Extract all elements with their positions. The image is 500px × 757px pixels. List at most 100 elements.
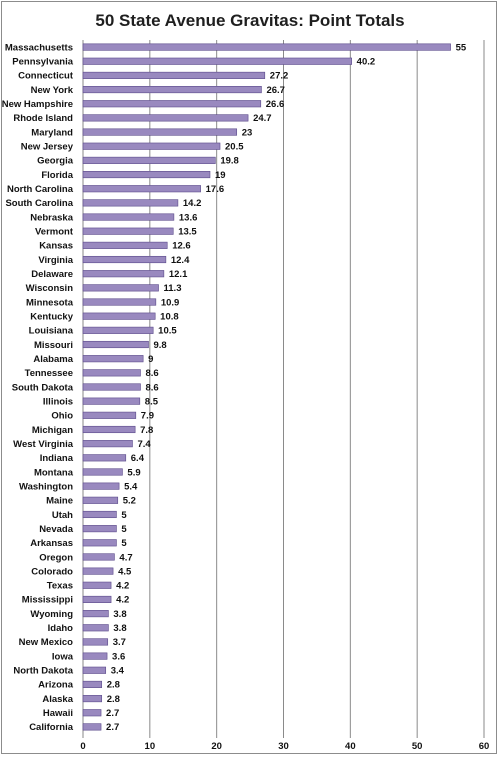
bar-pennsylvania: [82, 57, 352, 65]
value-label: 5: [121, 538, 127, 549]
bar-new-jersey: [82, 142, 221, 150]
bar-montana: [82, 468, 123, 476]
category-label: Hawaii: [43, 708, 73, 719]
value-label: 2.8: [107, 680, 120, 691]
category-labels: Massachusetts Pennsylvania Connecticut New …: [2, 42, 74, 733]
bar-maryland: [82, 128, 238, 136]
bar-nebraska: [82, 213, 175, 221]
category-label: New Hampshire: [2, 99, 73, 110]
value-label: 8.6: [145, 368, 158, 379]
bar-hawaii: [82, 709, 102, 717]
category-label: New Jersey: [21, 142, 74, 153]
bar-maine: [82, 496, 119, 504]
category-label: Pennsylvania: [12, 57, 73, 68]
value-label: 10.9: [161, 297, 180, 308]
bar-idaho: [82, 624, 109, 632]
value-label: 9: [148, 354, 153, 365]
category-label: New Mexico: [19, 637, 74, 648]
category-label: Wyoming: [30, 609, 73, 620]
category-label: Alaska: [42, 694, 73, 705]
value-label: 23: [242, 127, 253, 138]
bar-georgia: [82, 156, 216, 164]
value-label: 13.6: [179, 212, 198, 223]
value-label: 4.2: [116, 581, 129, 592]
category-label: South Dakota: [12, 382, 74, 393]
category-label: Utah: [52, 510, 73, 521]
bar-iowa: [82, 652, 108, 660]
bar-ohio: [82, 411, 137, 419]
bar-kansas: [82, 241, 168, 249]
category-label: Texas: [47, 581, 73, 592]
category-label: Tennessee: [25, 368, 73, 379]
bar-alabama: [82, 355, 144, 363]
category-label: Arkansas: [30, 538, 73, 549]
bar-virginia: [82, 255, 167, 264]
value-label: 3.8: [113, 609, 126, 620]
value-label: 4.7: [119, 552, 132, 563]
value-label: 14.2: [183, 198, 202, 209]
category-label: Vermont: [35, 227, 74, 238]
category-label: Mississippi: [22, 595, 73, 606]
bar-massachusetts: [82, 43, 451, 51]
category-label: Virginia: [38, 255, 73, 266]
bar-vermont: [82, 227, 174, 235]
category-label: Montana: [34, 467, 74, 478]
value-label: 4.2: [116, 595, 129, 606]
category-label: Maryland: [31, 127, 73, 138]
bar-indiana: [82, 454, 127, 462]
bar-missouri: [82, 340, 149, 349]
bar-oregon: [82, 553, 115, 561]
tick-label: 50: [412, 741, 423, 752]
bar-louisiana: [82, 326, 154, 334]
bar-west-virginia: [82, 440, 133, 448]
category-label: Delaware: [31, 269, 73, 280]
value-label: 8.6: [145, 382, 158, 393]
value-labels: 5540.227.226.726.624.72320.519.81917.614…: [106, 42, 467, 733]
x-axis-ticks: 0 10 20 30 40 50 60: [80, 734, 489, 752]
category-label: Kentucky: [30, 311, 73, 322]
tick-label: 30: [278, 741, 289, 752]
category-label: West Virginia: [13, 439, 74, 450]
value-label: 3.4: [111, 666, 125, 677]
bar-alaska: [82, 695, 103, 703]
category-label: Florida: [41, 170, 73, 181]
value-label: 11.3: [164, 283, 182, 294]
bar-illinois: [82, 397, 141, 405]
value-label: 7.8: [140, 425, 153, 436]
value-label: 12.1: [169, 269, 188, 280]
category-label: Alabama: [33, 354, 73, 365]
bar-nevada: [82, 525, 117, 533]
category-label: Ohio: [51, 411, 73, 422]
category-label: North Dakota: [13, 666, 73, 677]
bar-north-dakota: [82, 666, 107, 674]
bar-florida: [82, 171, 211, 179]
bar-michigan: [82, 425, 136, 434]
tick-label: 40: [345, 741, 356, 752]
category-label: Kansas: [39, 241, 73, 252]
value-label: 5.4: [124, 481, 138, 492]
value-label: 10.8: [160, 311, 179, 322]
bar-texas: [82, 581, 112, 589]
chart-title: 50 State Avenue Gravitas: Point Totals: [95, 11, 404, 30]
bar-colorado: [82, 567, 114, 575]
bar-mississippi: [82, 595, 112, 603]
bar-north-carolina: [82, 185, 201, 193]
value-label: 55: [456, 42, 467, 53]
category-label: New York: [31, 85, 74, 96]
category-label: Colorado: [31, 566, 73, 577]
value-label: 4.5: [118, 566, 132, 577]
category-label: Oregon: [39, 552, 73, 563]
bar-new-hampshire: [82, 100, 262, 108]
bar-new-mexico: [82, 638, 109, 646]
value-label: 3.7: [113, 637, 126, 648]
category-label: Louisiana: [29, 326, 74, 337]
value-label: 20.5: [225, 142, 244, 153]
value-label: 3.6: [112, 651, 125, 662]
bar-connecticut: [82, 71, 266, 79]
tick-label: 10: [145, 741, 156, 752]
value-label: 7.9: [141, 411, 154, 422]
gridlines: [82, 40, 485, 734]
category-label: Nevada: [39, 524, 74, 535]
value-label: 3.8: [113, 623, 126, 634]
